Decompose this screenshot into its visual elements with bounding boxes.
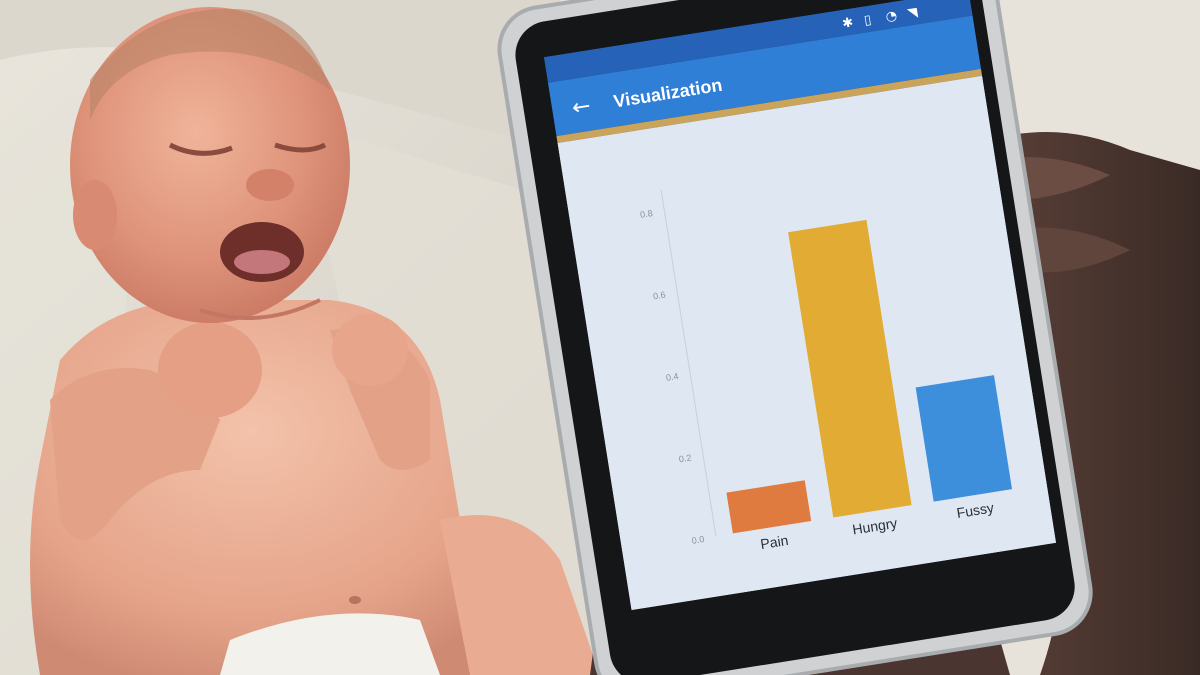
right-fist xyxy=(332,314,408,386)
phone-screen: ✱ ▯ ◔ ◥ ← Visualization 0.0 0.2 0.4 0.6 0.8 P… xyxy=(543,0,1057,611)
bar-fussy xyxy=(915,375,1013,502)
bar-hungry xyxy=(788,219,912,518)
y-tick-label: 0.0 xyxy=(691,534,705,546)
vibrate-icon: ▯ xyxy=(863,13,872,29)
y-tick-label: 0.6 xyxy=(652,290,666,302)
y-tick-label: 0.2 xyxy=(678,453,692,465)
diaper xyxy=(220,613,440,675)
left-fist xyxy=(158,322,262,418)
category-label-pain: Pain xyxy=(759,532,789,552)
alarm-icon: ◔ xyxy=(885,8,899,25)
accent-stripe xyxy=(556,68,983,144)
app-bar xyxy=(547,15,982,137)
y-axis-line xyxy=(660,190,717,537)
wifi-icon: ◥ xyxy=(906,5,918,21)
back-arrow-icon[interactable]: ← xyxy=(570,94,592,122)
y-tick-label: 0.8 xyxy=(639,208,653,220)
status-bar xyxy=(543,0,973,83)
category-label-hungry: Hungry xyxy=(851,515,898,538)
crying-baby xyxy=(30,7,600,675)
bar-chart: 0.0 0.2 0.4 0.6 0.8 Pain Hungry Fussy xyxy=(639,190,1013,552)
category-label-fussy: Fussy xyxy=(956,499,995,521)
bar-pain xyxy=(726,480,812,534)
y-tick-label: 0.4 xyxy=(665,371,679,383)
bluetooth-icon: ✱ xyxy=(841,15,854,32)
